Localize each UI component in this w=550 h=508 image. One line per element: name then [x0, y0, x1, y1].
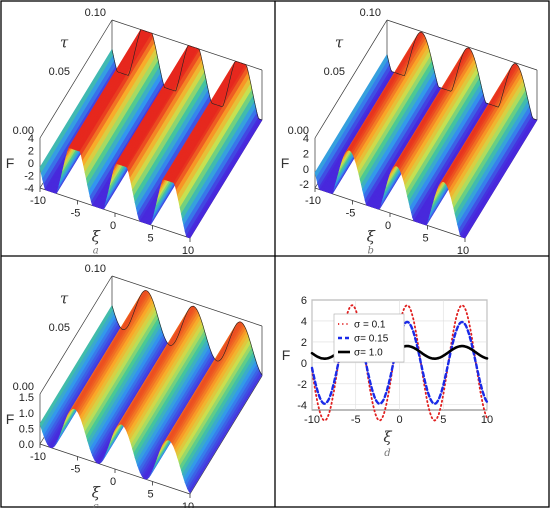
- xi-tick-label: 0: [385, 220, 391, 232]
- box-edge: [39, 19, 113, 139]
- y-tick-label: 0: [301, 358, 307, 370]
- f-tick-label: -4: [24, 183, 34, 195]
- xi-tick-label: -5: [71, 464, 81, 476]
- xi-tick-label: -10: [30, 451, 46, 463]
- panel-caption: a: [93, 245, 99, 256]
- box-edge: [39, 275, 113, 395]
- f-tick-label: 2: [303, 148, 309, 160]
- xi-tick-label: -5: [71, 208, 81, 220]
- f-tick-label: 4: [28, 133, 34, 145]
- f-tick-label: 1.5: [19, 392, 34, 404]
- surface-mesh: [39, 29, 263, 239]
- f-tick-label: 0.5: [19, 423, 34, 435]
- box-edge: [111, 275, 263, 327]
- xi-tick-label: 5: [147, 489, 153, 501]
- xi-tick-label: 10: [457, 245, 469, 257]
- surface-back-edge-curve: [111, 290, 263, 376]
- f-axis-label: F: [281, 155, 290, 171]
- tau-tick-label: 0.05: [49, 66, 70, 78]
- tau-tick-label: 0.05: [49, 322, 70, 334]
- panel-caption: b: [368, 245, 374, 256]
- xi-axis-label: ξ: [367, 227, 376, 245]
- xi-tick-label: 5: [422, 233, 428, 245]
- x-tick-label: -5: [351, 414, 361, 426]
- f-tick-label: 1.0: [19, 408, 34, 420]
- xi-tick-label: -10: [30, 195, 46, 207]
- x-tick-label: 0: [396, 414, 402, 426]
- y-tick-label: 4: [301, 316, 307, 328]
- f-tick-label: -2: [299, 179, 309, 191]
- xi-tick-label: -5: [346, 208, 356, 220]
- panel-b-surface-plot: -10 -5 0 5 10 0.00 0.05 0.10 4 2 0 -2 Fξ τ b: [281, 7, 538, 257]
- tau-tick-label: 0.10: [85, 7, 106, 19]
- f-tick-label: 0.0: [19, 439, 34, 451]
- xi-axis-label: ξ: [92, 483, 101, 501]
- tau-tick-label: 0.00: [288, 125, 309, 137]
- y-tick-label: -2: [297, 379, 307, 391]
- box-edge: [189, 375, 263, 495]
- panel-c-surface-plot: -10 -5 0 5 10 0.00 0.05 0.10 1.5 1.0 0.5 0.0 Fξ τ c: [6, 263, 263, 508]
- xi-tick-label: 10: [182, 501, 194, 508]
- surface-back-edge-curve: [386, 31, 538, 121]
- box-edge: [314, 19, 388, 139]
- f-tick-label: -2: [24, 171, 34, 183]
- tau-tick-label: 0.10: [360, 7, 381, 19]
- xi-tick-label: 0: [110, 476, 116, 488]
- f-axis-label: F: [6, 411, 15, 427]
- x-tick-label: 10: [481, 414, 493, 426]
- panel-d-line-plot: -10 -5 0 5 10 -4 -2 0 2 4 6 Fξd σ = 0.1 σ= 0.15 σ= 1.0: [282, 295, 493, 459]
- tau-axis-label: τ: [60, 290, 69, 308]
- tau-tick-label: 0.00: [13, 381, 34, 393]
- tau-tick-label: 0.10: [85, 263, 106, 275]
- y-tick-label: 2: [301, 337, 307, 349]
- f-tick-label: 4: [303, 133, 309, 145]
- y-tick-label: -4: [297, 400, 307, 412]
- legend-label: σ= 0.15: [354, 334, 389, 345]
- panel-caption: d: [384, 448, 390, 459]
- x-tick-label: 5: [440, 414, 446, 426]
- xi-tick-label: -10: [305, 195, 321, 207]
- y-axis-label: F: [282, 347, 291, 363]
- tau-axis-label: τ: [60, 34, 69, 52]
- tau-axis-label: τ: [335, 34, 344, 52]
- y-tick-label: 6: [301, 295, 307, 307]
- tau-tick-label: 0.00: [13, 125, 34, 137]
- xi-tick-label: 5: [147, 233, 153, 245]
- legend-label: σ = 0.1: [354, 320, 386, 331]
- xi-axis-label: ξ: [92, 227, 101, 245]
- f-tick-label: 0: [28, 158, 34, 170]
- legend-label: σ= 1.0: [354, 348, 383, 359]
- f-tick-label: 0: [303, 164, 309, 176]
- xi-tick-label: 10: [182, 245, 194, 257]
- x-tick-label: -10: [304, 414, 320, 426]
- x-axis-label: ξ: [383, 428, 392, 446]
- panel-caption: c: [93, 501, 99, 508]
- surface-mesh: [39, 290, 263, 494]
- f-tick-label: 2: [28, 146, 34, 158]
- f-axis-label: F: [6, 155, 15, 171]
- surface-back-edge-curve: [111, 29, 263, 121]
- surface-mesh: [314, 31, 538, 239]
- xi-tick-label: 0: [110, 220, 116, 232]
- tau-tick-label: 0.05: [324, 66, 345, 78]
- box-edge: [386, 19, 538, 71]
